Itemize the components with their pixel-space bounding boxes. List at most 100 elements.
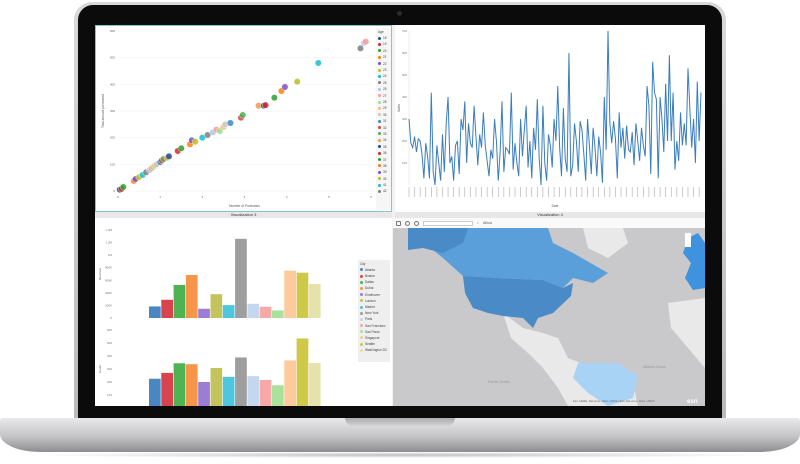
legend-swatch: [360, 317, 363, 321]
line-panel[interactable]: 100 200 300 400 500 600 700 Date Sales: [395, 25, 705, 212]
legend-item[interactable]: 21: [378, 55, 390, 60]
scatter-panel[interactable]: 0 100 200 300 400 500 600 0 1 2 3 4 5 6 Number of Purc…: [95, 25, 392, 212]
bar-chart: 0200K400K600K800K1M1.2M1.4MRevenue010020…: [98, 228, 321, 406]
legend-item[interactable]: 38: [378, 164, 390, 169]
legend-swatch: [378, 55, 381, 59]
legend-item[interactable]: 26: [378, 87, 390, 92]
legend-swatch: [378, 177, 381, 181]
legend-swatch: [360, 280, 363, 284]
x-tick-label: 5: [328, 195, 330, 199]
legend-label: Madrid: [365, 305, 375, 310]
legend-item[interactable]: 27: [378, 93, 390, 98]
legend-label: Sao Paulo: [365, 329, 380, 334]
legend-item[interactable]: 34: [378, 138, 390, 143]
legend-item[interactable]: 42: [378, 189, 390, 194]
legend-swatch: [378, 170, 381, 174]
y-axis-title: Sales: [397, 104, 401, 112]
legend-label: 40: [383, 176, 387, 181]
legend-item[interactable]: 24: [378, 74, 390, 79]
bar: [210, 294, 223, 318]
legend-swatch: [378, 36, 381, 40]
legend-swatch: [378, 183, 381, 187]
y-tick-label: 300: [402, 117, 407, 121]
legend-item[interactable]: 33: [378, 132, 390, 137]
legend-item[interactable]: 41: [378, 183, 390, 188]
legend-item[interactable]: Madrid: [360, 305, 388, 310]
map[interactable]: Pacific Ocean Atlantic Ocean Esri, HERE,…: [393, 218, 705, 406]
legend-label: 18: [383, 36, 387, 41]
laptop-notch: [345, 418, 455, 426]
legend-label: Dallas: [365, 280, 374, 285]
scatter-point: [165, 152, 173, 160]
bar: [284, 360, 296, 406]
scatter-point: [177, 144, 185, 152]
legend-item[interactable]: Singapore: [360, 336, 388, 341]
viz-title-bottom-left: Visualization 3: [95, 212, 392, 218]
legend-item[interactable]: Paris: [360, 317, 388, 322]
bar: [308, 363, 321, 406]
legend-item[interactable]: 35: [378, 144, 390, 149]
legend-item[interactable]: Atlanta: [360, 268, 388, 273]
legend-item[interactable]: 28: [378, 100, 390, 105]
x-axis-title: Date: [552, 204, 559, 208]
layer-dropdown[interactable]: Africa: [482, 221, 492, 225]
legend-item[interactable]: Eindhoven: [360, 292, 388, 297]
map-search-input[interactable]: [423, 220, 473, 226]
legend-label: 27: [383, 93, 387, 98]
legend-item[interactable]: Sao Paulo: [360, 329, 388, 334]
x-tick-label: 6: [370, 195, 372, 199]
bar: [198, 382, 210, 406]
search-icon[interactable]: ⌕: [477, 221, 479, 225]
legend-label: Washington DC: [365, 348, 388, 353]
legend-label: Paris: [365, 317, 373, 322]
legend-item[interactable]: 25: [378, 81, 390, 86]
legend-item[interactable]: Dallas: [360, 280, 388, 285]
scatter-point: [119, 183, 127, 191]
legend-item[interactable]: 29: [378, 106, 390, 111]
legend-item[interactable]: 30: [378, 112, 390, 117]
select-circle-icon[interactable]: [405, 220, 410, 226]
legend-label: 26: [383, 87, 387, 92]
legend-item[interactable]: 18: [378, 36, 390, 41]
legend-item[interactable]: 19: [378, 42, 390, 47]
x-tick-label: 3: [244, 195, 246, 199]
legend-item[interactable]: 31: [378, 119, 390, 124]
legend-title: City: [360, 262, 366, 266]
legend-item[interactable]: 39: [378, 170, 390, 175]
scatter-point: [191, 138, 199, 146]
scatter-point: [362, 38, 370, 46]
legend-item[interactable]: 32: [378, 125, 390, 130]
scatter-legend[interactable]: Age 18 19 20 21 22 23 24 25 26 27 28 29 30 31 32 33 34 35…: [376, 28, 391, 210]
legend-item[interactable]: London: [360, 299, 388, 304]
y-tick-label: 200: [402, 139, 407, 143]
legend-item[interactable]: 36: [378, 151, 390, 156]
legend-item[interactable]: Washington DC: [360, 348, 388, 353]
legend-item[interactable]: 20: [378, 49, 390, 54]
y-tick-label: 600: [402, 51, 407, 55]
y-tick-label: 1.2M: [105, 241, 112, 245]
legend-item[interactable]: 22: [378, 61, 390, 66]
scatter-point: [262, 101, 269, 109]
legend-swatch: [378, 132, 381, 136]
map-panel[interactable]: Pacific Ocean Atlantic Ocean Esri, HERE,…: [393, 218, 705, 406]
legend-item[interactable]: Dubai: [360, 286, 388, 291]
bar-legend[interactable]: City Atlanta Boston Dallas Dubai Eindhoven Lo…: [358, 260, 390, 362]
legend-item[interactable]: 23: [378, 68, 390, 73]
select-rect-icon[interactable]: [396, 220, 401, 226]
legend-label: Seattle: [365, 342, 375, 347]
y-tick-label: 100: [402, 161, 407, 165]
legend-item[interactable]: 37: [378, 157, 390, 162]
bar: [161, 299, 173, 318]
legend-item[interactable]: 40: [378, 176, 390, 181]
y-tick-label: 0: [110, 316, 112, 320]
legend-label: New York: [365, 311, 379, 316]
legend-item[interactable]: Seattle: [360, 342, 388, 347]
x-axis-title: Number of Purchases: [229, 204, 260, 208]
legend-item[interactable]: Boston: [360, 274, 388, 279]
bar-panel[interactable]: 0200K400K600K800K1M1.2M1.4MRevenue010020…: [95, 218, 392, 406]
legend-item[interactable]: San Francisco: [360, 323, 388, 328]
legend-item[interactable]: New York: [360, 311, 388, 316]
zoom-control[interactable]: [685, 233, 691, 247]
lasso-icon[interactable]: [414, 220, 419, 226]
y-tick-label: 500: [110, 56, 115, 60]
